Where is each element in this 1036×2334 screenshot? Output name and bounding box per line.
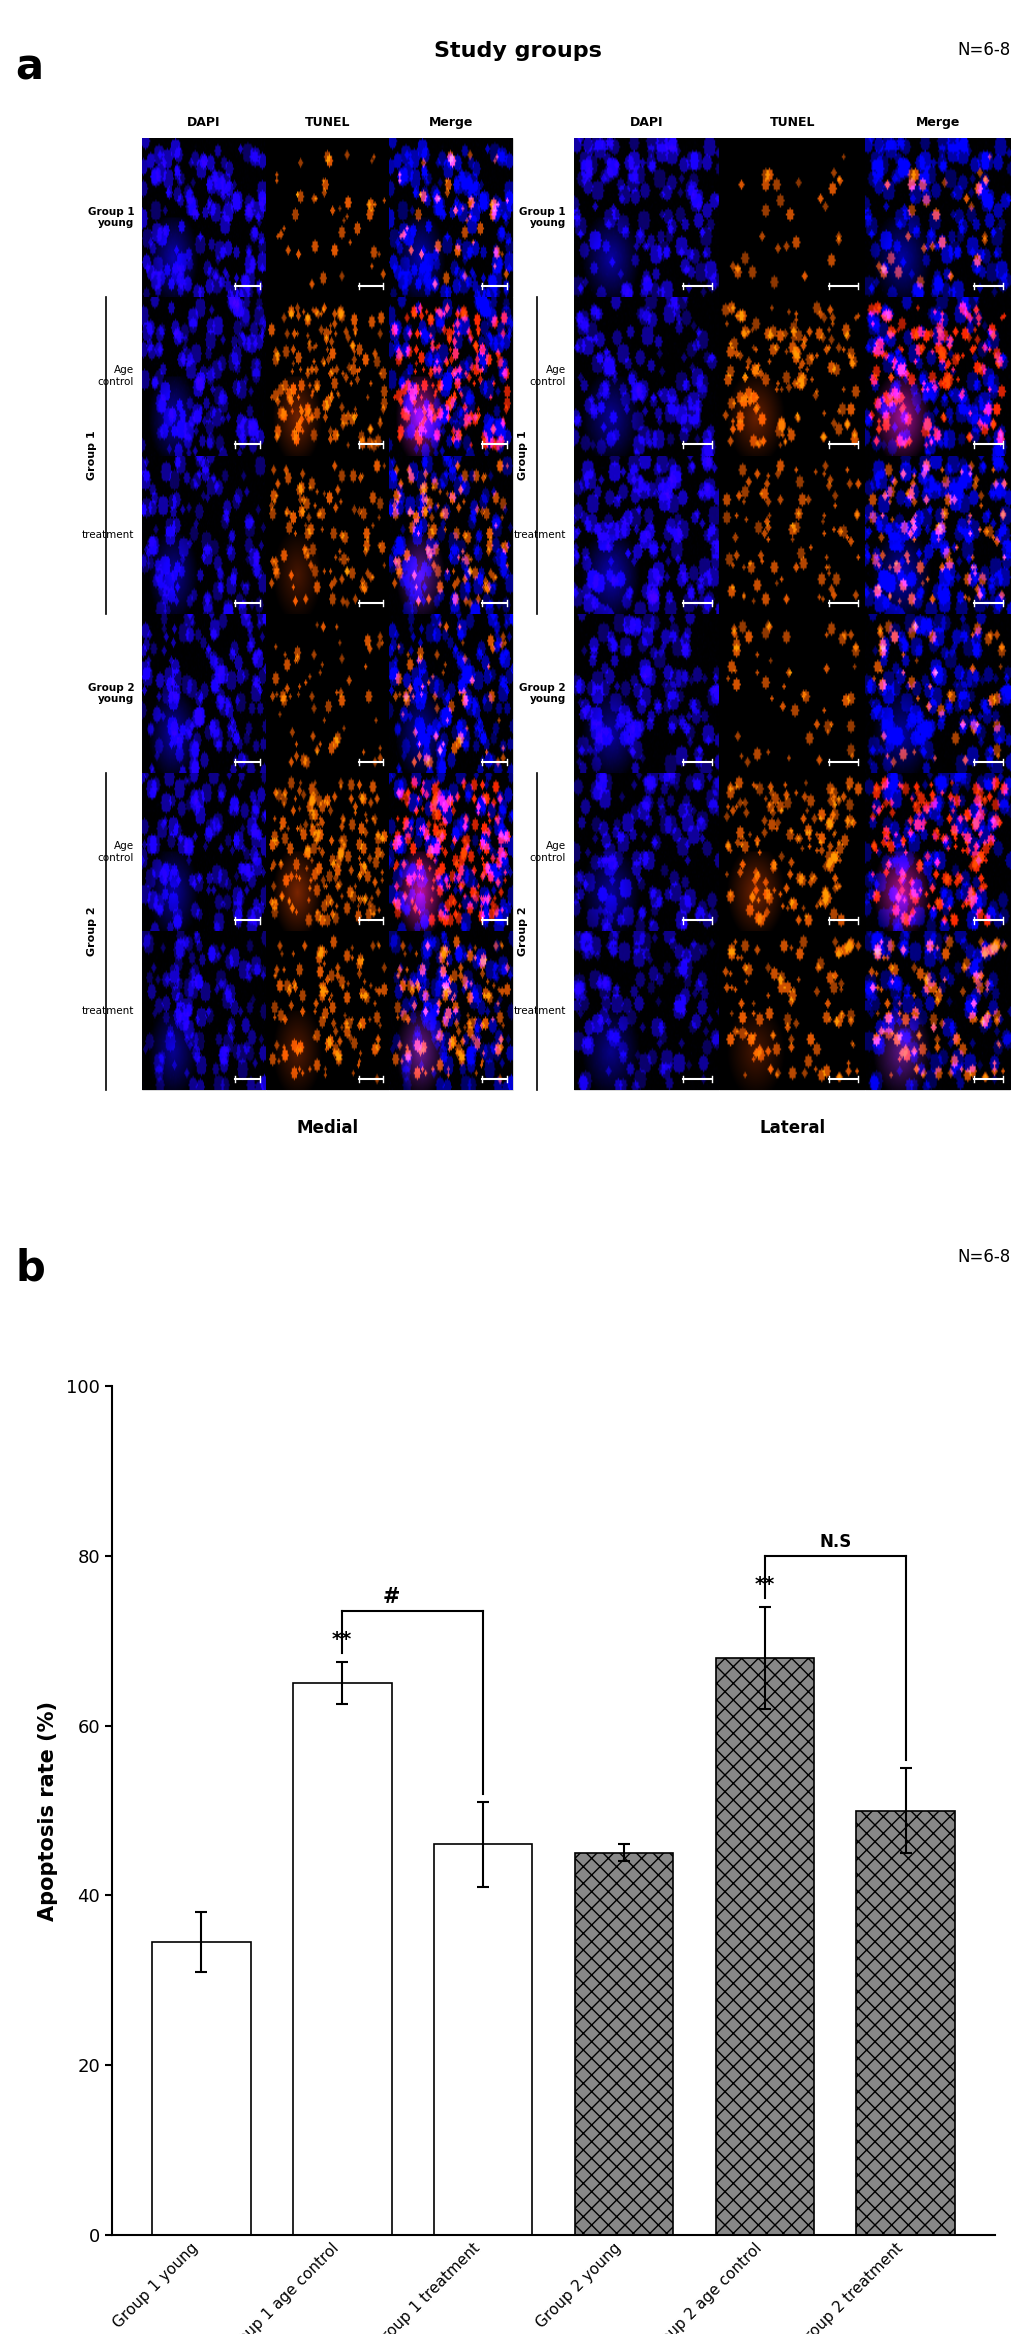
Text: DAPI: DAPI [630,117,663,128]
Text: treatment: treatment [82,1006,135,1015]
Text: TUNEL: TUNEL [770,117,815,128]
Text: Age
control: Age control [97,840,135,864]
Text: DAPI: DAPI [188,117,221,128]
Text: a: a [16,47,44,89]
Bar [865,138,1010,296]
Bar [865,296,1010,455]
Bar [865,455,1010,614]
Bar [266,138,390,296]
Bar [574,931,719,1090]
Bar [390,931,513,1090]
Text: Group 1
young: Group 1 young [88,208,135,229]
Bar [719,773,865,931]
Text: Age
control: Age control [529,840,566,864]
Text: Age
control: Age control [529,366,566,387]
Bar [574,773,719,931]
Bar [142,138,266,296]
Bar [266,773,390,931]
Text: TUNEL: TUNEL [305,117,350,128]
Bar [142,931,266,1090]
Bar [719,455,865,614]
Bar [390,296,513,455]
Bar [865,614,1010,773]
Text: treatment: treatment [514,1006,566,1015]
Text: N=6-8: N=6-8 [957,1249,1010,1265]
Text: Group 1: Group 1 [518,432,528,481]
Text: Group 1: Group 1 [87,432,96,481]
Bar [266,296,390,455]
Text: Medial: Medial [296,1118,358,1137]
Bar [390,455,513,614]
Bar [390,773,513,931]
Text: Lateral: Lateral [759,1118,826,1137]
Bar [142,296,266,455]
Text: Group 2
young: Group 2 young [88,684,135,705]
Text: treatment: treatment [514,530,566,539]
Bar [574,455,719,614]
Bar [390,614,513,773]
Bar [266,931,390,1090]
Bar [390,138,513,296]
Bar [719,931,865,1090]
Text: Merge: Merge [429,117,473,128]
Bar [574,138,719,296]
Text: b: b [16,1249,46,1291]
Bar [574,296,719,455]
Bar [142,773,266,931]
Text: Group 2
young: Group 2 young [519,684,566,705]
Bar [865,773,1010,931]
Text: Group 1
young: Group 1 young [519,208,566,229]
Bar [719,138,865,296]
Text: Study groups: Study groups [434,40,602,61]
Bar [266,455,390,614]
Bar [142,455,266,614]
Text: Group 2: Group 2 [87,906,96,957]
Bar [266,614,390,773]
Text: Group 2: Group 2 [518,906,528,957]
Bar [574,614,719,773]
Bar [719,614,865,773]
Text: N=6-8: N=6-8 [957,40,1010,58]
Bar [142,614,266,773]
Text: Merge: Merge [916,117,959,128]
Text: Age
control: Age control [97,366,135,387]
Bar [865,931,1010,1090]
Text: treatment: treatment [82,530,135,539]
Bar [719,296,865,455]
